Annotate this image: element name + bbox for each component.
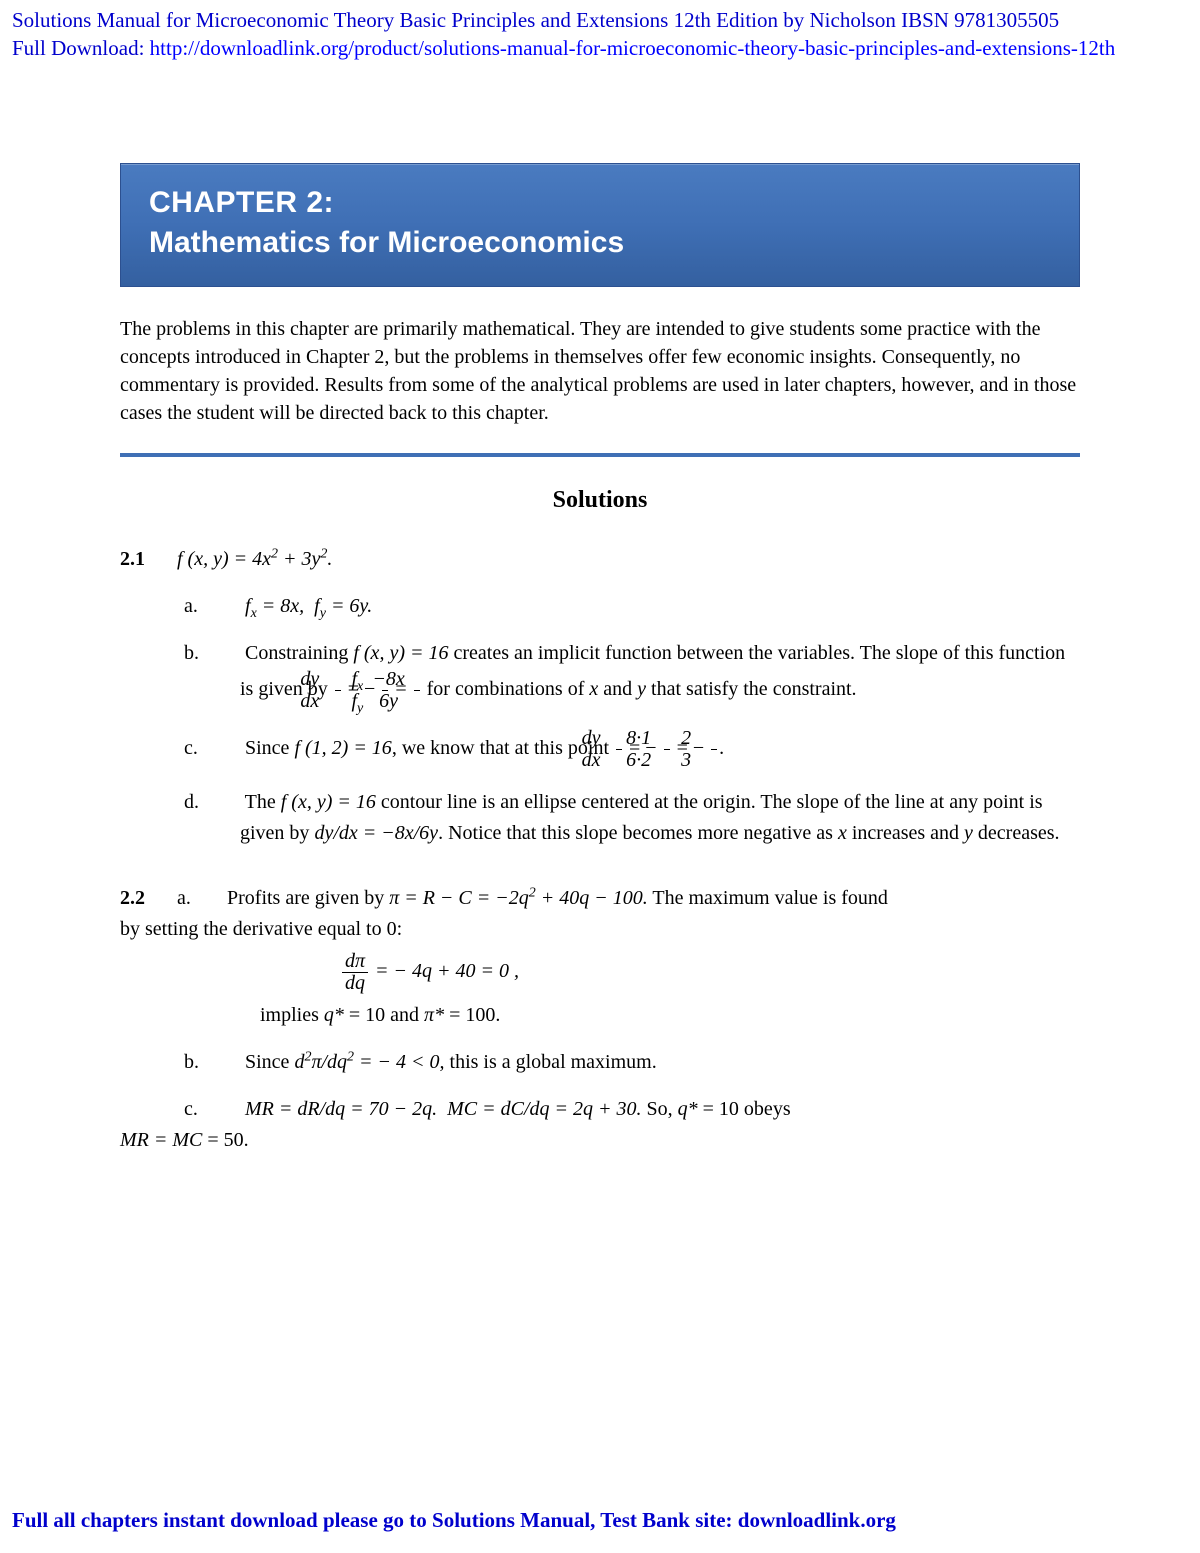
implies-line: implies q* = 10 and π* = 100.: [260, 1000, 1080, 1031]
chapter-title: Mathematics for Microeconomics: [149, 226, 1051, 260]
header-title: Solutions Manual for Microeconomic Theor…: [12, 6, 1188, 34]
solutions-heading: Solutions: [120, 487, 1080, 514]
part-c: c. Since f (1, 2) = 16, we know that at …: [120, 728, 1080, 771]
part-b: b. Since d2π/dq2 = − 4 < 0, this is a gl…: [120, 1047, 1080, 1078]
watermark-header: Solutions Manual for Microeconomic Theor…: [0, 0, 1200, 63]
chapter-banner: CHAPTER 2: Mathematics for Microeconomic…: [120, 163, 1080, 287]
intro-paragraph: The problems in this chapter are primari…: [120, 315, 1080, 427]
problem-number: 2.2: [120, 883, 172, 914]
part-d: d. The f (x, y) = 16 contour line is an …: [120, 787, 1080, 849]
equation-derivative: dπdq = − 4q + 40 = 0 ,: [340, 951, 1080, 994]
problem-2-1: 2.1 f (x, y) = 4x2 + 3y2. a. fx = 8x, fy…: [120, 544, 1080, 849]
part-c-tail: MR = MC = 50.: [120, 1125, 1080, 1156]
problem-formula: f (x, y) = 4x2 + 3y2.: [177, 548, 332, 570]
footer-text: Full all chapters instant download pleas…: [12, 1508, 1188, 1533]
chapter-number: CHAPTER 2:: [149, 186, 1051, 220]
part-b: b. Constraining f (x, y) = 16 creates an…: [120, 638, 1080, 712]
page-content: CHAPTER 2: Mathematics for Microeconomic…: [0, 63, 1200, 1156]
part-a: a. fx = 8x, fy = 6y.: [120, 591, 1080, 622]
part-c: c. MR = dR/dq = 70 − 2q. MC = dC/dq = 2q…: [120, 1094, 1080, 1125]
download-link[interactable]: http://downloadlink.org/product/solution…: [150, 36, 1116, 60]
problem-number: 2.1: [120, 544, 172, 575]
header-download: Full Download: http://downloadlink.org/p…: [12, 34, 1188, 62]
problem-2-2: 2.2 a. Profits are given by π = R − C = …: [120, 883, 1080, 1156]
section-divider: [120, 453, 1080, 457]
